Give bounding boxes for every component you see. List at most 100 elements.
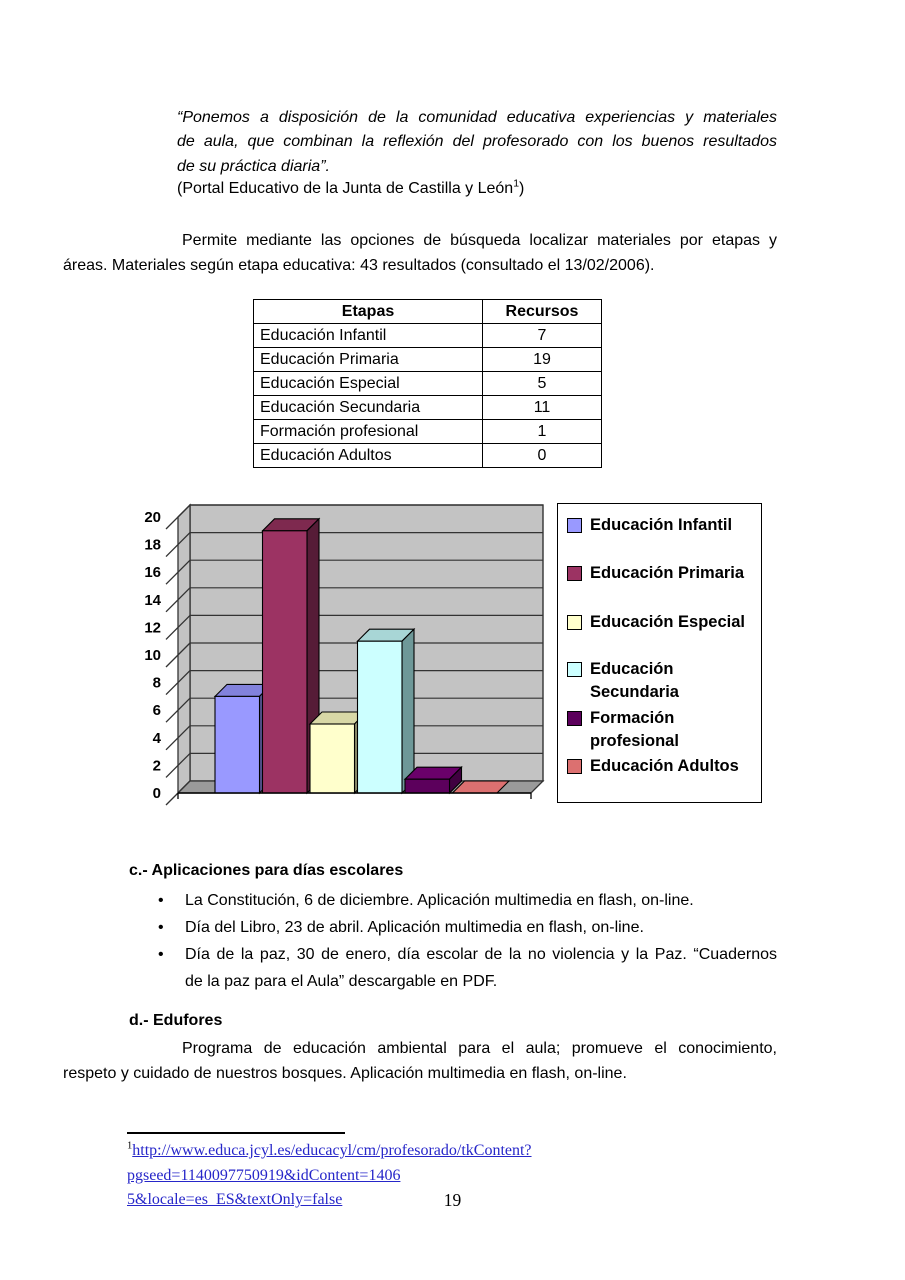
recursos-cell: 7	[482, 323, 602, 348]
recursos-cell: 5	[482, 371, 602, 396]
chart-legend: Educación Infantil Educación Primaria Educ…	[557, 503, 762, 803]
bullet-list: • La Constitución, 6 de diciembre. Aplic…	[158, 887, 777, 995]
attribution-text: (Portal Educativo de la Junta de Castill…	[177, 180, 514, 197]
legend-label: Educación Infantil	[590, 516, 733, 534]
table-row: Educación Infantil 7	[253, 323, 602, 348]
attribution-close: )	[519, 180, 525, 197]
legend-swatch-icon	[567, 615, 582, 630]
axis-tick	[165, 559, 191, 585]
etapa-cell: Educación Primaria	[253, 347, 483, 372]
legend-swatch-icon	[567, 518, 582, 533]
legend-label: Educación Adultos	[590, 757, 739, 775]
axis-tick	[165, 614, 191, 640]
table-header-row: Etapas Recursos	[253, 299, 602, 324]
axis-tick	[165, 697, 191, 723]
paragraph-line: Programa de educación ambiental para el …	[182, 1040, 777, 1057]
axis-tick	[165, 725, 191, 751]
list-item: • La Constitución, 6 de diciembre. Aplic…	[158, 887, 777, 914]
section-d-heading: d.- Edufores	[129, 1012, 223, 1029]
legend-entry: Educación Secundaria	[567, 658, 762, 704]
y-axis-label: 8	[153, 675, 161, 692]
quote-line: “Ponemos a disposición de la comunidad e…	[177, 109, 777, 126]
footnote-link-line2[interactable]: 5&locale=es_ES&textOnly=false	[127, 1191, 343, 1208]
table-row: Educación Primaria 19	[253, 347, 602, 372]
axis-tick	[165, 670, 191, 696]
bar-3	[356, 640, 403, 794]
bullet-icon: •	[158, 892, 164, 909]
axis-tick	[165, 752, 191, 778]
paragraph-line: Permite mediante las opciones de búsqued…	[182, 232, 777, 249]
legend-entry: Formación profesional	[567, 707, 762, 753]
bar-4	[404, 778, 451, 794]
etapa-cell: Educación Adultos	[253, 443, 483, 468]
legend-label: Educación Secundaria	[590, 660, 679, 701]
bar-1	[261, 530, 308, 794]
page-number: 19	[443, 1190, 462, 1210]
legend-swatch-icon	[567, 711, 582, 726]
quote-line: de aula, que combinan la reflexión del p…	[177, 133, 777, 151]
footnote-line: 5&locale=es_ES&textOnly=false	[127, 1188, 785, 1213]
y-axis-label: 4	[153, 730, 162, 747]
recursos-cell: 1	[482, 419, 602, 444]
legend-entry: Educación Adultos	[567, 755, 762, 778]
legend-swatch-icon	[567, 566, 582, 581]
section-d-paragraph: Programa de educación ambiental para el …	[63, 1036, 777, 1087]
bar-0	[214, 695, 261, 794]
column-header-recursos: Recursos	[482, 299, 602, 324]
y-axis-label: 12	[144, 619, 161, 636]
list-item: • Día del Libro, 23 de abril. Aplicación…	[158, 914, 777, 941]
legend-swatch-icon	[567, 759, 582, 774]
footnote-line: 1http://www.educa.jcyl.es/educacyl/cm/pr…	[127, 1139, 785, 1188]
axis-tick	[165, 532, 191, 558]
y-axis-label: 16	[144, 564, 161, 581]
legend-label: Formación profesional	[590, 709, 679, 750]
list-item: • Día de la paz, 30 de enero, día escola…	[158, 941, 777, 995]
legend-swatch-icon	[567, 662, 582, 677]
intro-paragraph: Permite mediante las opciones de búsqued…	[63, 228, 777, 279]
quote-attribution: (Portal Educativo de la Junta de Castill…	[177, 177, 525, 198]
table-row: Educación Especial 5	[253, 371, 602, 396]
column-header-etapas: Etapas	[253, 299, 483, 324]
bullet-text: La Constitución, 6 de diciembre. Aplicac…	[185, 892, 694, 909]
quote-line: de su práctica diaria”.	[177, 157, 330, 175]
legend-label: Educación Especial	[590, 613, 745, 631]
footnote: 1http://www.educa.jcyl.es/educacyl/cm/pr…	[127, 1139, 785, 1213]
recursos-cell: 11	[482, 395, 602, 420]
footnote-link-line1[interactable]: http://www.educa.jcyl.es/educacyl/cm/pro…	[127, 1142, 532, 1184]
bullet-text: de la paz para el Aula” descargable en P…	[185, 973, 498, 990]
bar-2	[309, 723, 356, 794]
etapa-cell: Educación Especial	[253, 371, 483, 396]
resources-table: Etapas Recursos Educación Infantil 7 Educ…	[253, 299, 602, 468]
legend-entry: Educación Infantil	[567, 514, 762, 537]
y-axis-label: 18	[144, 537, 161, 554]
chart-plot-area: 0 2 4 6 8 10 12 14 16 18 20	[144, 503, 545, 806]
table-row: Educación Adultos 0	[253, 443, 602, 468]
legend-label: Educación Primaria	[590, 564, 745, 582]
axis-tick	[165, 642, 191, 668]
recursos-cell: 19	[482, 347, 602, 372]
y-axis-label: 2	[153, 757, 161, 774]
y-axis-label: 6	[153, 702, 161, 719]
etapa-cell: Formación profesional	[253, 419, 483, 444]
axis-tick	[165, 504, 191, 530]
y-axis-label: 20	[144, 509, 161, 526]
legend-entry: Educación Especial	[567, 611, 762, 634]
paragraph-line: respeto y cuidado de nuestros bosques. A…	[63, 1065, 627, 1083]
table-row: Formación profesional 1	[253, 419, 602, 444]
bar-side-face	[401, 627, 415, 795]
y-axis-label: 0	[153, 785, 161, 802]
etapa-cell: Educación Secundaria	[253, 395, 483, 420]
y-axis-label: 10	[144, 647, 161, 664]
footnote-separator	[127, 1132, 345, 1134]
bullet-text: Día del Libro, 23 de abril. Aplicación m…	[185, 919, 644, 936]
y-axis-label: 14	[144, 592, 161, 609]
footnote-number: 1	[127, 1140, 133, 1152]
bar-chart: 0 2 4 6 8 10 12 14 16 18 20 Educación Infantil Educ…	[125, 490, 775, 830]
quote-paragraph: “Ponemos a disposición de la comunidad e…	[177, 106, 777, 179]
bullet-text: Día de la paz, 30 de enero, día escolar …	[185, 946, 777, 963]
section-c-heading: c.- Aplicaciones para días escolares	[129, 862, 404, 879]
bullet-icon: •	[158, 946, 164, 963]
footnote-ref: 1	[513, 177, 520, 190]
bullet-icon: •	[158, 919, 164, 936]
